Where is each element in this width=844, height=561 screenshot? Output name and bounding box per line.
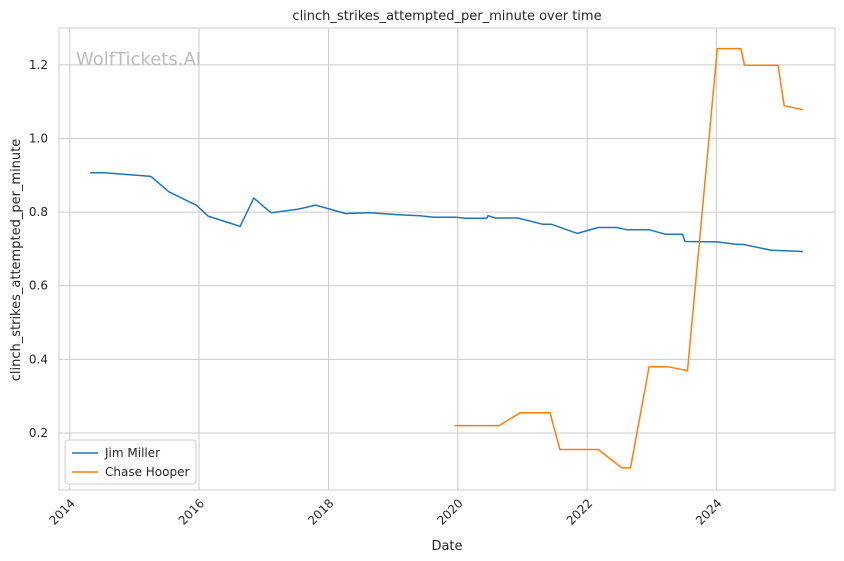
- y-tick-label: 1.0: [29, 131, 48, 145]
- legend-label-chase-hooper: Chase Hooper: [105, 465, 189, 479]
- series-line-jim-miller: [90, 171, 803, 253]
- y-tick-label: 1.2: [29, 58, 48, 72]
- x-gridlines: [69, 28, 717, 490]
- y-tick-labels: 0.2 0.4 0.6 0.8 1.0 1.2: [29, 58, 48, 440]
- y-tick-label: 0.6: [29, 279, 48, 293]
- y-tick-label: 0.4: [29, 352, 48, 366]
- legend: Jim Miller Chase Hooper: [64, 439, 197, 485]
- y-tick-label: 0.2: [29, 426, 48, 440]
- series-line-chase-hooper: [454, 47, 803, 469]
- x-axis-title: Date: [431, 539, 462, 554]
- legend-label-jim-miller: Jim Miller: [104, 446, 160, 460]
- plot-frame: [58, 27, 836, 491]
- chart-title: clinch_strikes_attempted_per_minute over…: [292, 9, 601, 24]
- series-layer: [90, 47, 803, 469]
- y-tick-label: 0.8: [29, 205, 48, 219]
- legend-box: [64, 439, 197, 485]
- y-gridlines: [59, 64, 835, 434]
- plot-area: [59, 28, 835, 490]
- y-axis-title: clinch_strikes_attempted_per_minute: [9, 139, 24, 382]
- watermark: WolfTickets.AI: [76, 49, 201, 70]
